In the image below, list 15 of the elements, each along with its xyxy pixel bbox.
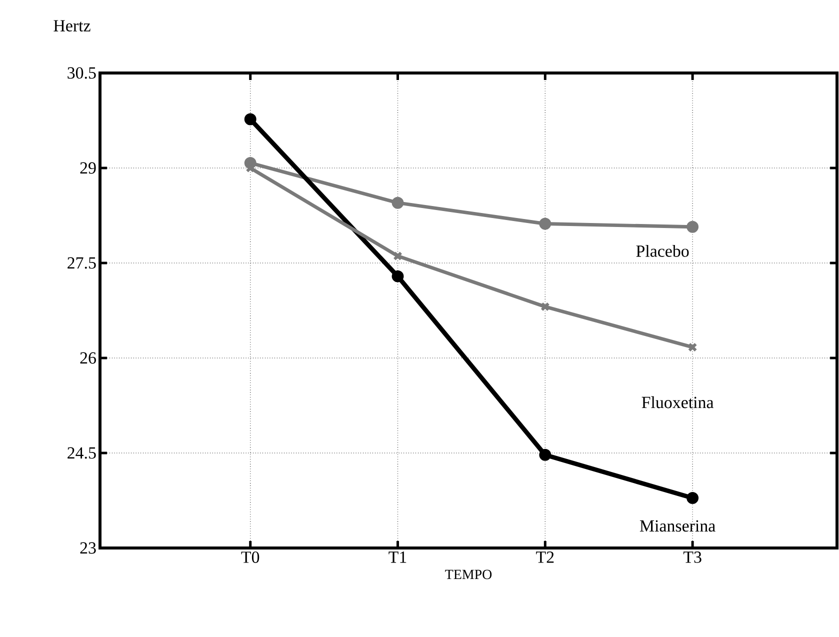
text: Fluoxetina	[642, 396, 714, 408]
y-tick-label: 29	[80, 162, 96, 174]
x-tick-label: T0	[241, 552, 260, 563]
y-tick-label: 27.5	[68, 257, 96, 269]
y-axis-title: Hertz	[54, 20, 90, 32]
x-tick-label: T1	[388, 552, 406, 563]
x-tick-label: T2	[536, 552, 554, 563]
series-label: Mianserina	[640, 520, 716, 532]
x-tick-label: T3	[683, 552, 702, 563]
y-tick-label: 30.5	[68, 67, 96, 79]
x-axis-title: TEMPO	[445, 570, 492, 580]
y-tick-label: 24.5	[68, 447, 96, 459]
series-label: Placebo	[636, 244, 689, 257]
y-tick-label: 23	[80, 542, 96, 554]
y-tick-label: 26	[80, 352, 96, 364]
